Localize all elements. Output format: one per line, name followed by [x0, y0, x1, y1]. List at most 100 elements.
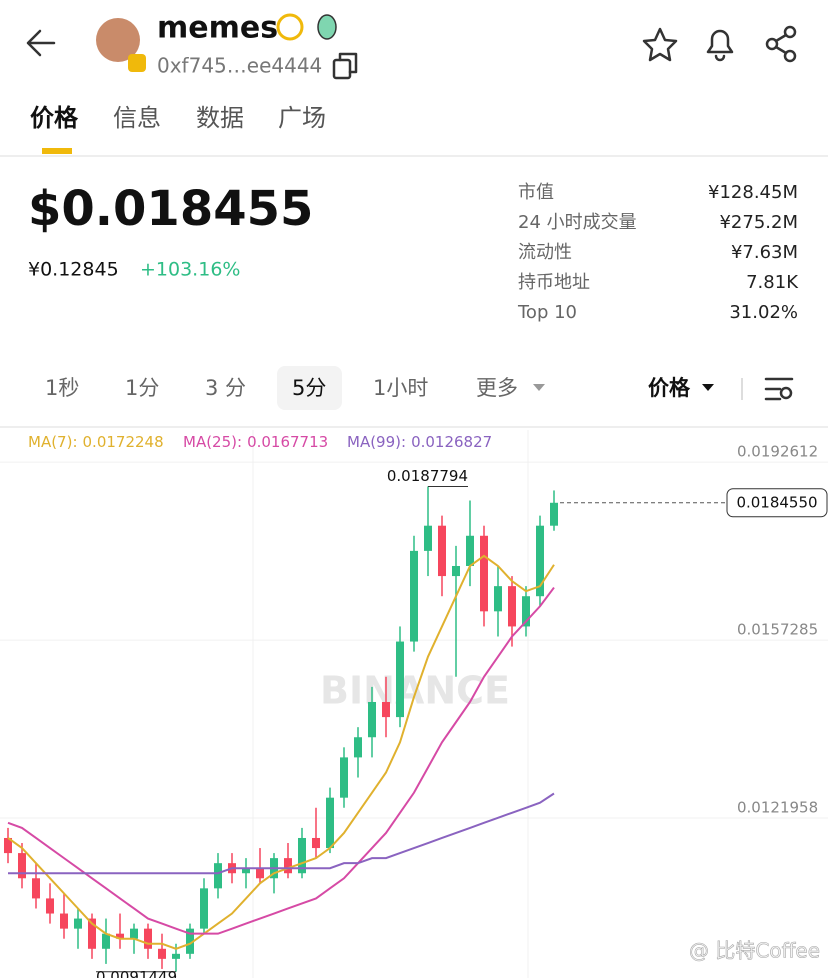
- candle-body: [130, 928, 138, 939]
- candle-body: [452, 565, 460, 577]
- tab[interactable]: 信息: [113, 104, 161, 132]
- stat-label: 24 小时成交量: [518, 212, 637, 233]
- legend-entry: MA(99): 0.0126827: [347, 433, 492, 451]
- candle-body: [18, 853, 26, 879]
- copy-button[interactable]: [332, 52, 358, 80]
- candle-body: [144, 928, 152, 949]
- candle-body: [214, 863, 222, 889]
- mode-caret: [702, 384, 714, 391]
- candle-body: [158, 948, 166, 959]
- back-button[interactable]: [26, 29, 56, 57]
- candle-body: [102, 933, 110, 949]
- tab[interactable]: 价格: [30, 104, 79, 132]
- chart-mode[interactable]: 价格: [648, 376, 691, 400]
- price-cny: ¥0.12845: [28, 259, 119, 281]
- candle-body: [326, 797, 334, 849]
- watermark: BINANCE: [320, 669, 510, 713]
- hand-badge: [317, 14, 337, 40]
- stat-label: 市值: [518, 182, 554, 203]
- stats: 市值 ¥128.45M 24 小时成交量 ¥275.2M 流动性 ¥7.63M 持币地址 7.…: [517, 182, 799, 323]
- candle-body: [522, 596, 530, 627]
- candle-body: [480, 535, 488, 612]
- ma-line: [8, 792, 555, 875]
- alert-button[interactable]: [706, 29, 734, 62]
- stat-label: 持币地址: [518, 272, 590, 293]
- price-chart: BINANCE 0.0192612 0.0157285 0.0121958 0.018…: [0, 430, 828, 978]
- price-usd: $0.018455: [28, 181, 313, 237]
- credit-watermark: @ 比特Coffee: [689, 939, 820, 963]
- interval[interactable]: 5分: [292, 376, 326, 400]
- y-tick-label: 0.0121958: [737, 799, 818, 817]
- indicator-settings[interactable]: [764, 377, 794, 401]
- tab[interactable]: 广场: [278, 104, 326, 132]
- candle-body: [256, 868, 264, 879]
- stat-value: ¥7.63M: [731, 242, 798, 263]
- favorite-button[interactable]: [642, 27, 678, 62]
- candle-body: [74, 918, 82, 929]
- tab[interactable]: 数据: [196, 104, 244, 132]
- selected-interval-bg: [277, 366, 342, 410]
- candle-body: [200, 888, 208, 929]
- legend-name: MA(7):: [28, 433, 78, 451]
- legend-name: MA(25):: [183, 433, 242, 451]
- candle-body: [46, 898, 54, 914]
- candle-body: [312, 837, 320, 849]
- candle-body: [172, 953, 180, 959]
- legend-entry: MA(7): 0.0172248: [28, 433, 164, 451]
- more-caret: [533, 384, 545, 391]
- tab-indicator: [42, 148, 72, 154]
- candle-body: [550, 502, 558, 526]
- legend-value: 0.0126827: [411, 433, 492, 451]
- stat-value: ¥128.45M: [708, 182, 798, 203]
- legend-entry: MA(25): 0.0167713: [183, 433, 328, 451]
- legend-value: 0.0167713: [247, 433, 328, 451]
- stat-label: Top 10: [517, 302, 577, 323]
- current-price-box: [726, 488, 828, 518]
- interval[interactable]: 1秒: [45, 376, 79, 400]
- mention-badge: [276, 13, 304, 41]
- candle-body: [536, 525, 544, 597]
- max-price-label: 0.0187794: [387, 467, 468, 485]
- tab-bar: 价格 信息 数据 广场: [30, 104, 326, 132]
- contract-address: 0xf745…ee4444: [157, 54, 322, 78]
- candle-body: [284, 858, 292, 874]
- candle-body: [466, 535, 474, 566]
- legend-value: 0.0172248: [83, 433, 164, 451]
- interval[interactable]: 1分: [125, 376, 159, 400]
- token-name: memes: [157, 11, 278, 46]
- interval[interactable]: 3 分: [205, 376, 246, 400]
- candle-body: [396, 641, 404, 718]
- candle-body: [186, 928, 194, 954]
- candle-body: [410, 550, 418, 642]
- ma-line: [7, 586, 555, 935]
- chain-badge: [128, 54, 146, 72]
- candle-body: [298, 837, 306, 874]
- candle-body: [368, 701, 376, 738]
- token-avatar[interactable]: [96, 18, 140, 62]
- candle-body: [340, 757, 348, 798]
- min-price-label: 0.0091449: [96, 968, 177, 978]
- candle-body: [242, 868, 250, 874]
- candle-body: [116, 933, 124, 939]
- candle-body: [438, 525, 446, 577]
- price-change: +103.16%: [140, 259, 240, 281]
- interval-bar: 1秒 1分 3 分 5分 1小时 更多: [45, 376, 518, 400]
- stat-value: 7.81K: [746, 272, 799, 293]
- y-tick-label: 0.0192612: [737, 443, 818, 461]
- candle-body: [4, 837, 12, 854]
- y-tick-label: 0.0157285: [737, 621, 818, 639]
- current-price-label: 0.0184550: [736, 493, 817, 511]
- candle-body: [32, 878, 40, 899]
- legend-name: MA(99):: [347, 433, 406, 451]
- stat-label: 流动性: [518, 242, 572, 263]
- interval[interactable]: 1小时: [373, 376, 428, 400]
- candle-body: [60, 913, 68, 929]
- candle-body: [354, 737, 362, 758]
- interval[interactable]: 更多: [476, 376, 518, 400]
- ma-line: [7, 554, 555, 950]
- share-button[interactable]: [765, 25, 797, 63]
- candle-body: [424, 525, 432, 551]
- candle-body: [508, 586, 516, 627]
- candle-body: [382, 701, 390, 718]
